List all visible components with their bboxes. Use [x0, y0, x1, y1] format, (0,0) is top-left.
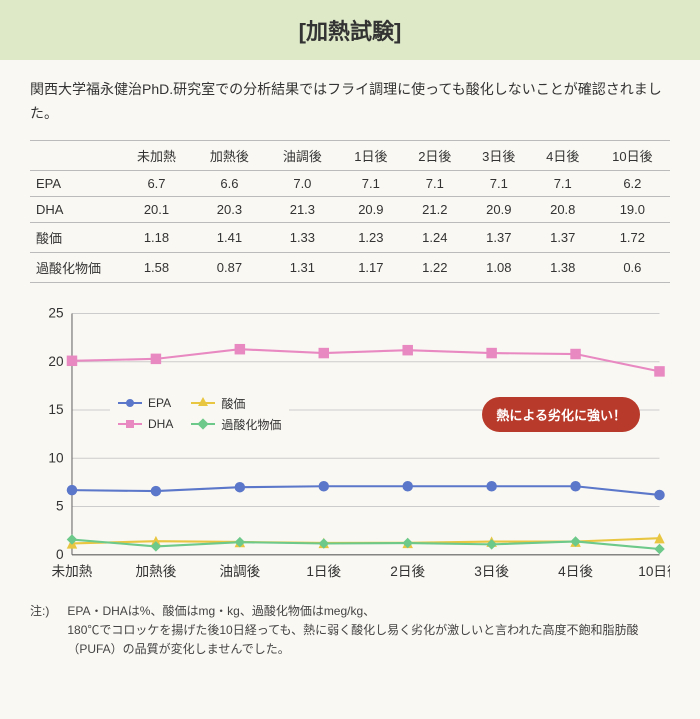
cell: 0.6: [595, 252, 670, 282]
cell: 6.2: [595, 170, 670, 196]
cell: 1.38: [531, 252, 595, 282]
cell: 7.1: [339, 170, 403, 196]
table-row: DHA20.120.321.320.921.220.920.819.0: [30, 196, 670, 222]
cell: 1.31: [266, 252, 339, 282]
footnote: 注:) EPA・DHAは%、酸価はmg・kg、過酸化物価はmeg/kg、180℃…: [0, 594, 700, 680]
root: [加熱試験] 関西大学福永健治PhD.研究室での分析結果ではフライ調理に使っても…: [0, 0, 700, 679]
row-label: EPA: [30, 170, 120, 196]
intro-text: 関西大学福永健治PhD.研究室での分析結果ではフライ調理に使っても酸化しないこと…: [0, 60, 700, 140]
cell: 1.17: [339, 252, 403, 282]
cell: 1.41: [193, 222, 266, 252]
column-header: 3日後: [467, 140, 531, 170]
legend-label: DHA: [148, 417, 173, 431]
column-header: 2日後: [403, 140, 467, 170]
column-header: 加熱後: [193, 140, 266, 170]
svg-text:25: 25: [48, 305, 63, 320]
svg-text:20: 20: [48, 354, 64, 369]
cell: 6.7: [120, 170, 193, 196]
cell: 20.9: [339, 196, 403, 222]
svg-text:2日後: 2日後: [390, 563, 425, 578]
svg-text:10: 10: [48, 450, 64, 465]
cell: 6.6: [193, 170, 266, 196]
legend-swatch: [191, 423, 215, 425]
cell: 7.1: [403, 170, 467, 196]
line-chart-wrap: 0 5 10 15 20 25 未加熱 加熱後 油調後 1日後 2日後 3日後 4日後 10日後 EPA 酸…: [0, 293, 700, 594]
footnote-body: EPA・DHAは%、酸価はmg・kg、過酸化物価はmeg/kg、180℃でコロッ…: [67, 602, 667, 660]
cell: 21.3: [266, 196, 339, 222]
cell: 1.37: [531, 222, 595, 252]
cell: 1.08: [467, 252, 531, 282]
cell: 1.37: [467, 222, 531, 252]
legend-label: 過酸化物価: [221, 416, 281, 433]
svg-text:0: 0: [56, 547, 64, 562]
table-row: EPA6.76.67.07.17.17.17.16.2: [30, 170, 670, 196]
cell: 1.58: [120, 252, 193, 282]
column-header: 1日後: [339, 140, 403, 170]
legend-label: 酸価: [221, 395, 245, 412]
data-table: 未加熱加熱後油調後1日後2日後3日後4日後10日後 EPA6.76.67.07.…: [30, 140, 670, 283]
cell: 1.18: [120, 222, 193, 252]
cell: 19.0: [595, 196, 670, 222]
line-chart: 0 5 10 15 20 25 未加熱 加熱後 油調後 1日後 2日後 3日後 4日後 10日後: [30, 303, 670, 586]
cell: 1.23: [339, 222, 403, 252]
cell: 20.9: [467, 196, 531, 222]
svg-text:10日後: 10日後: [638, 563, 670, 578]
svg-text:加熱後: 加熱後: [135, 563, 176, 578]
legend-item: DHA: [118, 416, 173, 433]
page-title: [加熱試験]: [0, 0, 700, 60]
row-label: 過酸化物価: [30, 252, 120, 282]
svg-text:油調後: 油調後: [219, 563, 260, 578]
column-header: 未加熱: [120, 140, 193, 170]
svg-text:1日後: 1日後: [306, 563, 341, 578]
cell: 20.8: [531, 196, 595, 222]
legend-swatch: [118, 402, 142, 404]
legend-item: 酸価: [191, 395, 281, 412]
cell: 0.87: [193, 252, 266, 282]
row-label: DHA: [30, 196, 120, 222]
legend-swatch: [118, 423, 142, 425]
column-header-blank: [30, 140, 120, 170]
data-table-wrap: 未加熱加熱後油調後1日後2日後3日後4日後10日後 EPA6.76.67.07.…: [0, 140, 700, 293]
cell: 1.24: [403, 222, 467, 252]
cell: 1.33: [266, 222, 339, 252]
column-header: 4日後: [531, 140, 595, 170]
cell: 7.1: [531, 170, 595, 196]
cell: 7.0: [266, 170, 339, 196]
cell: 7.1: [467, 170, 531, 196]
cell: 20.1: [120, 196, 193, 222]
svg-text:未加熱: 未加熱: [52, 563, 93, 578]
callout-badge: 熱による劣化に強い！: [482, 397, 640, 432]
legend-swatch: [191, 402, 215, 404]
svg-text:15: 15: [48, 402, 63, 417]
cell: 21.2: [403, 196, 467, 222]
svg-text:3日後: 3日後: [474, 563, 509, 578]
cell: 20.3: [193, 196, 266, 222]
footnote-prefix: 注:): [30, 602, 64, 621]
svg-text:4日後: 4日後: [558, 563, 593, 578]
row-label: 酸価: [30, 222, 120, 252]
cell: 1.72: [595, 222, 670, 252]
legend-item: 過酸化物価: [191, 416, 281, 433]
table-row: 酸価1.181.411.331.231.241.371.371.72: [30, 222, 670, 252]
column-header: 10日後: [595, 140, 670, 170]
chart-legend: EPA 酸価 DHA 過酸化物価: [110, 391, 289, 437]
table-row: 過酸化物価1.580.871.311.171.221.081.380.6: [30, 252, 670, 282]
cell: 1.22: [403, 252, 467, 282]
column-header: 油調後: [266, 140, 339, 170]
legend-item: EPA: [118, 395, 173, 412]
svg-text:5: 5: [56, 498, 64, 513]
legend-label: EPA: [148, 396, 171, 410]
